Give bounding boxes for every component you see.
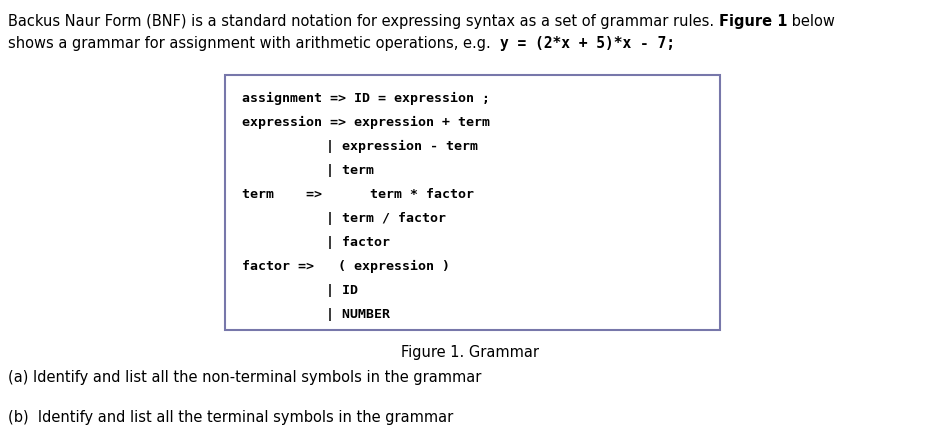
Text: Figure 1. Grammar: Figure 1. Grammar: [401, 345, 539, 360]
Text: | expression - term: | expression - term: [326, 140, 478, 153]
Text: | term / factor: | term / factor: [326, 212, 446, 225]
Text: (a) Identify and list all the non-terminal symbols in the grammar: (a) Identify and list all the non-termin…: [8, 370, 482, 385]
Text: expression => expression + term: expression => expression + term: [242, 116, 490, 129]
Text: | NUMBER: | NUMBER: [326, 308, 390, 321]
Text: | ID: | ID: [326, 284, 358, 297]
Text: factor =>   ( expression ): factor => ( expression ): [242, 260, 450, 273]
Text: y = (2*x + 5)*x - 7;: y = (2*x + 5)*x - 7;: [500, 36, 675, 51]
Text: shows a grammar for assignment with arithmetic operations, e.g.: shows a grammar for assignment with arit…: [8, 36, 500, 51]
Text: Backus Naur Form (BNF) is a standard notation for expressing syntax as a set of : Backus Naur Form (BNF) is a standard not…: [8, 14, 719, 29]
Text: below: below: [788, 14, 835, 29]
Polygon shape: [225, 75, 720, 330]
Text: assignment => ID = expression ;: assignment => ID = expression ;: [242, 92, 490, 105]
Text: Figure 1: Figure 1: [719, 14, 788, 29]
Text: | factor: | factor: [326, 236, 390, 249]
Text: term    =>      term * factor: term => term * factor: [242, 188, 474, 201]
Text: (b)  Identify and list all the terminal symbols in the grammar: (b) Identify and list all the terminal s…: [8, 410, 454, 425]
Text: | term: | term: [326, 164, 374, 177]
